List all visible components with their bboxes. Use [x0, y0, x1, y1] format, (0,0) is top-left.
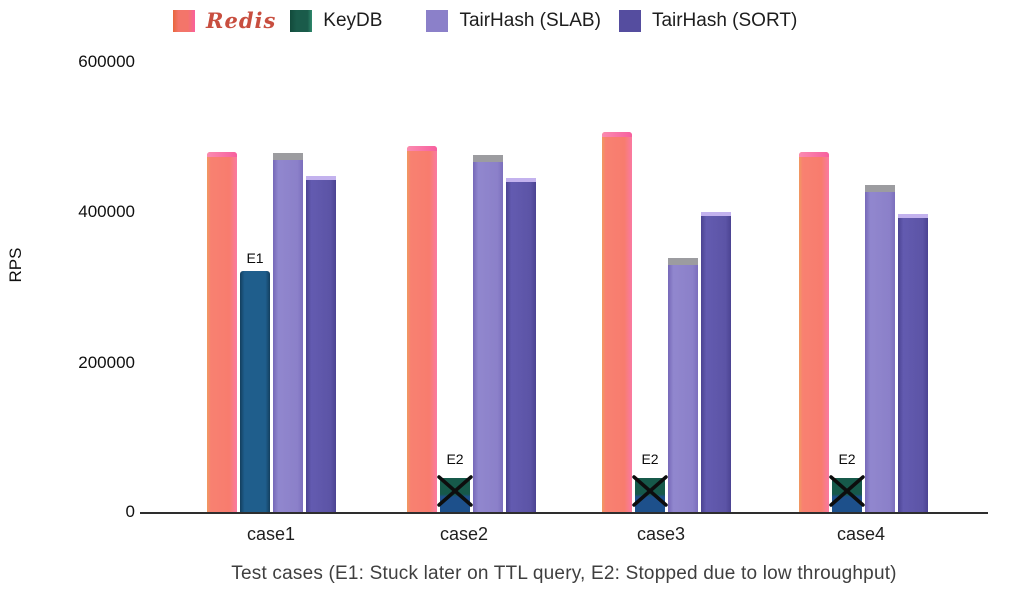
- bar-cap-slab-case4: [865, 185, 895, 192]
- bar-redis-case2: [407, 146, 437, 513]
- bar-keydb-case1: [240, 271, 270, 513]
- bar-cap-sort-case1: [306, 176, 336, 180]
- bar-redis-case4: [799, 152, 829, 513]
- bar-slab-case1: [273, 153, 303, 513]
- annotation-e2-case4: E2: [836, 451, 858, 467]
- bar-slab-case3: [668, 258, 698, 513]
- bar-cap-redis-case1: [207, 152, 237, 157]
- y-tick-200000: 200000: [78, 353, 135, 372]
- x-tick-case1: case1: [246, 524, 296, 544]
- bar-cap-sort-case2: [506, 178, 536, 182]
- legend-label-tairhash-slab: TairHash (SLAB): [459, 9, 601, 31]
- bar-redis-case1: [207, 152, 237, 513]
- legend-item-keydb: KeyDB: [290, 9, 383, 32]
- legend-swatch-tairhash-sort-icon: [618, 9, 641, 32]
- legend-item-tairhash-sort: TairHash (SORT): [618, 9, 798, 32]
- legend-item-tairhash-slab: TairHash (SLAB): [426, 9, 601, 32]
- legend-swatch-tairhash-slab-icon: [426, 9, 449, 32]
- legend-label-redis-logo: Redis: [206, 8, 277, 33]
- annotation-e2-case3: E2: [639, 451, 661, 467]
- x-axis-line: [140, 512, 988, 514]
- y-tick-0: 0: [125, 502, 135, 521]
- bar-cap-slab-case2: [473, 155, 503, 162]
- legend: Redis KeyDB TairHash (SLAB) TairHash (SO…: [173, 8, 797, 33]
- legend-swatch-redis-icon: [173, 9, 195, 32]
- y-tick-600000: 600000: [78, 52, 135, 71]
- bar-cap-redis-case2: [407, 146, 437, 151]
- x-tick-case4: case4: [836, 524, 886, 544]
- bar-slab-case4: [865, 185, 895, 513]
- y-axis-title: RPS: [6, 247, 25, 283]
- bar-cap-sort-case3: [701, 212, 731, 216]
- bar-slab-case2: [473, 155, 503, 513]
- crossed-out-x-icon-case2: [435, 472, 475, 515]
- bar-sort-case3: [701, 212, 731, 513]
- bar-cap-slab-case1: [273, 153, 303, 160]
- bar-cap-slab-case3: [668, 258, 698, 265]
- x-tick-case2: case2: [439, 524, 489, 544]
- legend-label-keydb: KeyDB: [323, 9, 383, 31]
- annotation-e1-case1: E1: [244, 250, 266, 266]
- y-tick-400000: 400000: [78, 202, 135, 221]
- bar-sort-case4: [898, 214, 928, 513]
- x-axis-caption: Test cases (E1: Stuck later on TTL query…: [231, 563, 897, 584]
- legend-item-redis: Redis: [173, 8, 276, 33]
- legend-label-tairhash-sort: TairHash (SORT): [651, 9, 798, 31]
- legend-swatch-keydb-icon: [290, 9, 313, 32]
- bar-sort-case2: [506, 178, 536, 513]
- bar-cap-redis-case3: [602, 132, 632, 137]
- annotation-e2-case2: E2: [444, 451, 466, 467]
- x-tick-case3: case3: [636, 524, 686, 544]
- bar-cap-sort-case4: [898, 214, 928, 218]
- bar-cap-redis-case4: [799, 152, 829, 157]
- bar-redis-case3: [602, 132, 632, 513]
- crossed-out-x-icon-case4: [827, 472, 867, 515]
- crossed-out-x-icon-case3: [630, 472, 670, 515]
- bar-sort-case1: [306, 176, 336, 513]
